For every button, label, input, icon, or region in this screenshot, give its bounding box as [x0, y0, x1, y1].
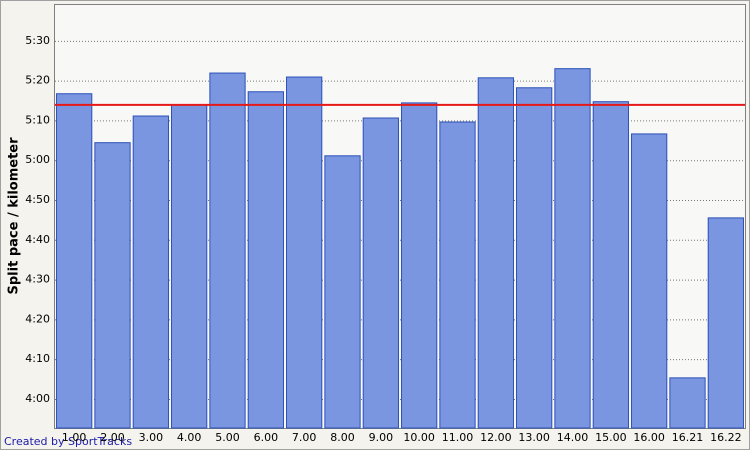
y-tick-label: 4:40 — [25, 233, 50, 246]
bar — [56, 93, 93, 429]
bar — [171, 104, 208, 429]
bar — [209, 72, 246, 429]
x-tick-label: 9.00 — [369, 431, 394, 444]
x-tick-label: 4.00 — [177, 431, 202, 444]
y-tick-label: 4:30 — [25, 273, 50, 286]
bar — [439, 121, 476, 429]
y-tick-label: 4:00 — [25, 392, 50, 405]
y-tick-label: 5:10 — [25, 113, 50, 126]
bar — [592, 101, 629, 429]
x-tick-label: 10.00 — [403, 431, 435, 444]
x-tick-label: 15.00 — [595, 431, 627, 444]
bar — [707, 217, 744, 429]
bar — [94, 142, 131, 429]
bar — [477, 77, 514, 429]
bar — [324, 155, 361, 429]
bar — [516, 87, 553, 429]
bar — [669, 377, 706, 429]
bar — [554, 68, 591, 429]
x-tick-label: 2.00 — [100, 431, 125, 444]
bar — [631, 133, 668, 429]
footer: Created by SportTracks — [4, 435, 132, 448]
y-tick-label: 4:10 — [25, 352, 50, 365]
x-tick-label: 11.00 — [442, 431, 474, 444]
x-tick-label: 1.00 — [62, 431, 87, 444]
x-tick-label: 6.00 — [254, 431, 279, 444]
y-tick-label: 4:50 — [25, 193, 50, 206]
y-tick-label: 5:20 — [25, 74, 50, 87]
x-tick-label: 8.00 — [330, 431, 355, 444]
x-tick-label: 3.00 — [139, 431, 164, 444]
bar — [286, 76, 323, 429]
x-tick-label: 12.00 — [480, 431, 512, 444]
x-tick-label: 16.00 — [633, 431, 665, 444]
bar — [362, 117, 399, 429]
x-tick-label: 14.00 — [557, 431, 589, 444]
x-tick-label: 16.22 — [710, 431, 742, 444]
x-tick-label: 16.21 — [672, 431, 704, 444]
bar — [247, 91, 284, 429]
y-tick-label: 5:00 — [25, 153, 50, 166]
x-tick-label: 13.00 — [518, 431, 550, 444]
x-tick-label: 7.00 — [292, 431, 317, 444]
y-axis-label: Split pace / kilometer — [7, 137, 22, 295]
bar — [401, 102, 438, 429]
x-tick-label: 5.00 — [215, 431, 240, 444]
bar — [132, 115, 169, 429]
y-tick-label: 4:20 — [25, 312, 50, 325]
plot-area — [54, 4, 746, 429]
y-tick-label: 5:30 — [25, 34, 50, 47]
